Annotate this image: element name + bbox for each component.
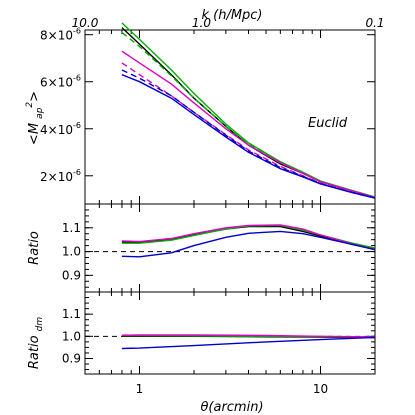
series-line-map2-0 [121,27,376,199]
plot-area: 2×10-64×10-66×10-68×10-60.91.01.10.91.01… [40,16,385,396]
x-axis-title: θ(arcmin) [200,400,263,415]
y-tick-label: 1.0 [62,245,81,259]
series-line-ratio_dm-2 [121,334,376,338]
series-line-map2-6 [121,69,376,199]
series-line-ratio-0 [121,225,376,250]
y-tick-exponent: -6 [73,27,81,36]
y-tick-mantissa: 8×10 [40,29,73,43]
y-tick-label: 1.1 [62,221,81,235]
series-line-map2-3 [121,50,376,199]
y-label-subscript: dm [35,317,45,332]
y-label-map2: <M ap2> [25,91,45,145]
y-tick-mantissa: 6×10 [40,76,73,90]
series-line-ratio-1 [121,224,376,249]
series-line-map2-5 [121,74,376,199]
series-line-map2-2 [121,31,376,199]
series-line-ratio-2 [121,224,376,251]
y-label-ratio-dm: Ratio dm [27,317,45,370]
series-line-ratio-3 [121,230,376,258]
top-tick-label: 0.1 [365,16,384,30]
y-tick-label: 0.9 [62,351,81,365]
top-axis-title: k (h/Mpc) [201,8,262,23]
y-tick-mantissa: 4×10 [40,123,73,137]
y-label-ratio-dm-text: Ratio [27,335,42,369]
y-tick-label: 8×10-6 [40,27,81,43]
y-tick-label: 1.1 [62,307,81,321]
y-tick-mantissa: 2×10 [40,170,73,184]
x-tick-label: 10 [313,382,328,396]
y-label-ratio: Ratio [27,231,42,265]
y-tick-exponent: -6 [73,74,81,83]
y-label-map2-text: <M [27,123,42,145]
series-line-map2-1 [121,22,376,198]
panel-frame-ratio_dm [84,291,376,375]
top-tick-label: 10.0 [72,16,99,30]
y-label-close: > [27,91,42,102]
y-tick-label: 4×10-6 [40,121,81,137]
panel-frame-ratio [84,203,376,293]
y-tick-label: 0.9 [62,268,81,282]
y-tick-exponent: -6 [73,168,81,177]
y-label-superscript: 2 [25,102,35,108]
series-line-ratio_dm-3 [121,336,376,350]
y-label-subscript: ap [35,107,45,119]
x-tick-label: 1 [136,382,144,396]
y-tick-exponent: -6 [73,121,81,130]
y-tick-label: 6×10-6 [40,74,81,90]
y-tick-label: 2×10-6 [40,168,81,184]
top-tick-label: 1.0 [192,16,211,30]
y-tick-label: 1.0 [62,329,81,343]
euclid-annotation: Euclid [308,116,348,131]
